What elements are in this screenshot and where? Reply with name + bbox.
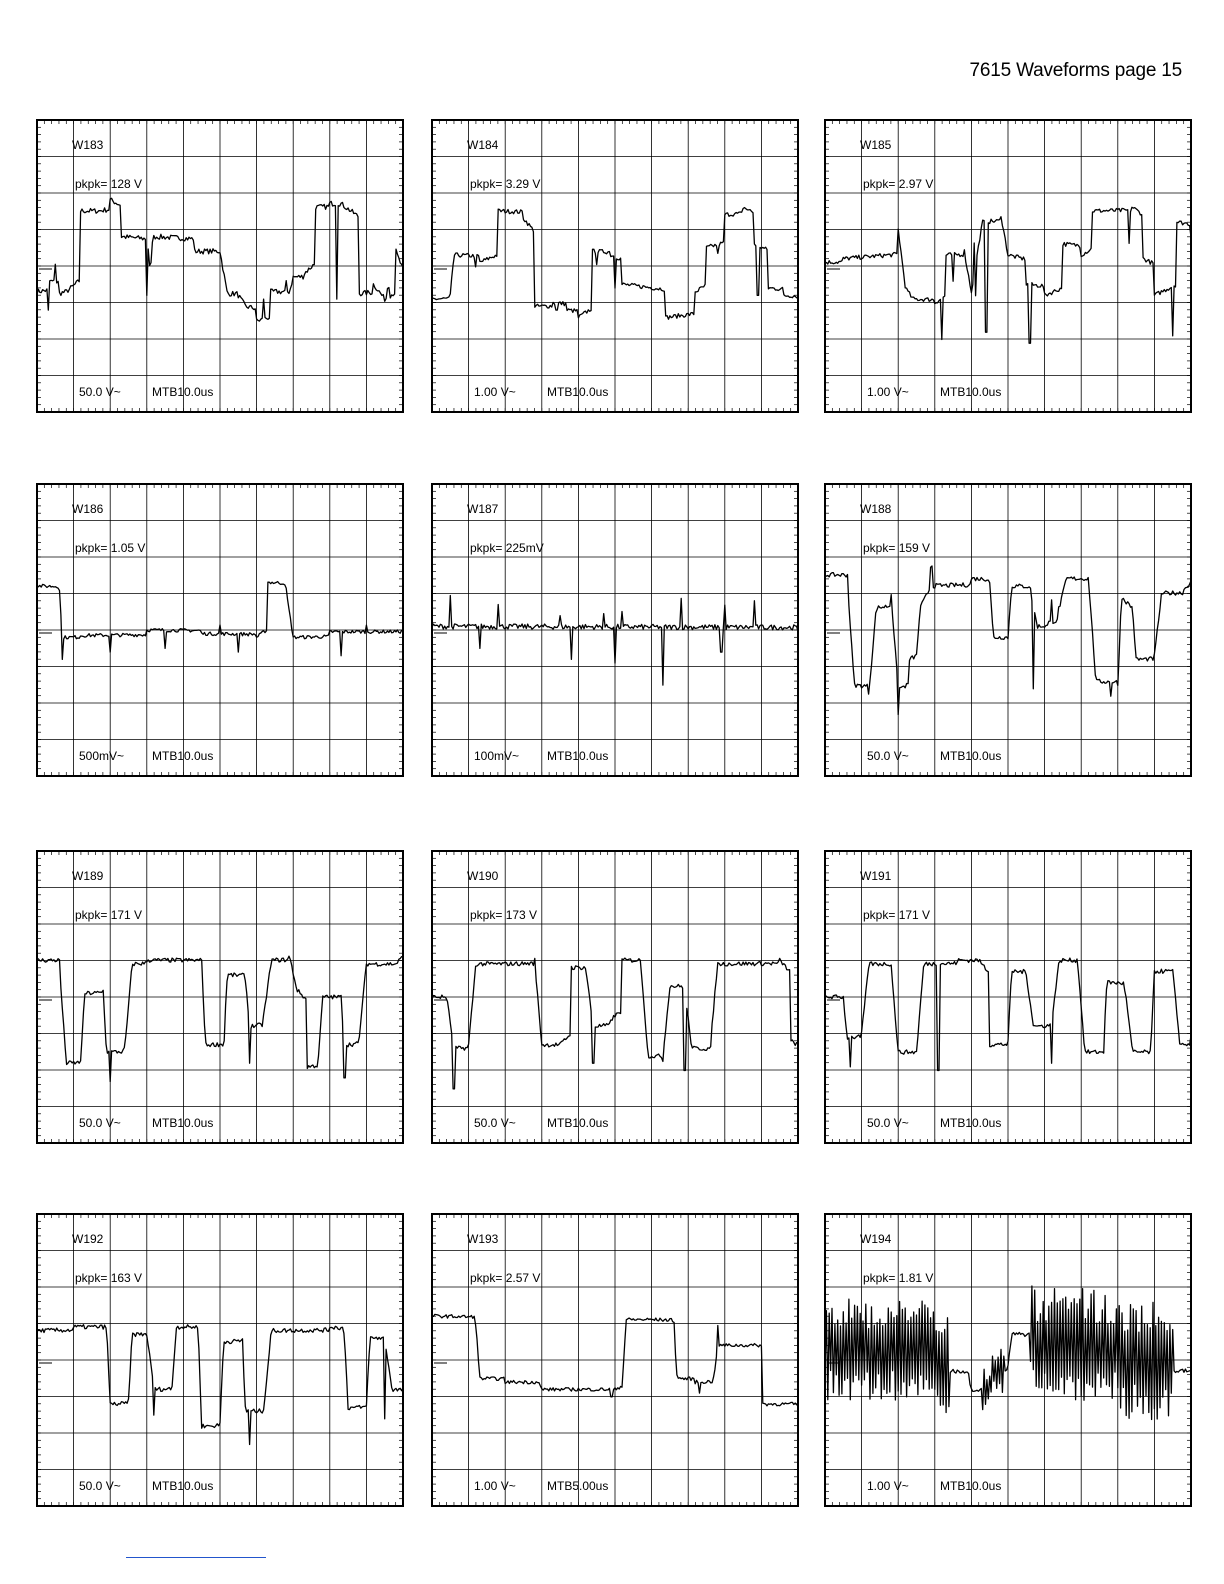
pkpk-readout: pkpk= 128 V: [75, 177, 143, 191]
timebase-readout: MTB10.0us: [940, 749, 1002, 763]
pkpk-readout: pkpk= 171 V: [863, 908, 931, 922]
pkpk-readout: pkpk= 171 V: [75, 908, 143, 922]
footer-rule: [126, 1557, 266, 1558]
volts-per-div-readout: 1.00 V~: [867, 385, 909, 399]
volts-per-div-readout: 100mV~: [474, 749, 520, 763]
waveform-id-label: W184: [467, 138, 499, 152]
volts-per-div-readout: 1.00 V~: [867, 1479, 909, 1493]
waveform-id-label: W186: [72, 502, 104, 516]
page-header: 7615 Waveforms page 15: [969, 60, 1183, 81]
timebase-readout: MTB10.0us: [547, 1116, 609, 1130]
scope-panel: W186 pkpk= 1.05 V 500mV~ MTB10.0us: [36, 483, 404, 777]
scope-panel: W183 pkpk= 128 V 50.0 V~ MTB10.0us: [36, 119, 404, 413]
pkpk-readout: pkpk= 1.05 V: [75, 541, 146, 555]
pkpk-readout: pkpk= 2.57 V: [470, 1271, 541, 1285]
waveform-trace: [36, 197, 404, 322]
waveform-trace: [824, 1285, 1192, 1421]
scope-graticule: [36, 483, 404, 777]
pkpk-readout: pkpk= 163 V: [75, 1271, 143, 1285]
volts-per-div-readout: 50.0 V~: [79, 1479, 121, 1493]
waveform-id-label: W187: [467, 502, 499, 516]
waveform-trace: [431, 594, 799, 686]
scope-panel: W191 pkpk= 171 V 50.0 V~ MTB10.0us: [824, 850, 1192, 1144]
pkpk-readout: pkpk= 225mV: [470, 541, 544, 555]
waveform-trace: [824, 206, 1192, 344]
timebase-readout: MTB10.0us: [547, 749, 609, 763]
timebase-readout: MTB10.0us: [152, 385, 214, 399]
scope-graticule: [36, 850, 404, 1144]
waveform-trace: [824, 565, 1192, 716]
waveform-id-label: W191: [860, 869, 892, 883]
scope-graticule: [431, 1213, 799, 1507]
timebase-readout: MTB10.0us: [940, 1479, 1002, 1493]
volts-per-div-readout: 50.0 V~: [79, 385, 121, 399]
volts-per-div-readout: 50.0 V~: [79, 1116, 121, 1130]
pkpk-readout: pkpk= 159 V: [863, 541, 931, 555]
pkpk-readout: pkpk= 2.97 V: [863, 177, 934, 191]
scope-panel: W193 pkpk= 2.57 V 1.00 V~ MTB5.00us: [431, 1213, 799, 1507]
scope-graticule: [824, 850, 1192, 1144]
volts-per-div-readout: 50.0 V~: [474, 1116, 516, 1130]
scope-panel: W185 pkpk= 2.97 V 1.00 V~ MTB10.0us: [824, 119, 1192, 413]
volts-per-div-readout: 1.00 V~: [474, 385, 516, 399]
timebase-readout: MTB10.0us: [152, 1116, 214, 1130]
pkpk-readout: pkpk= 3.29 V: [470, 177, 541, 191]
volts-per-div-readout: 50.0 V~: [867, 1116, 909, 1130]
waveform-id-label: W194: [860, 1232, 892, 1246]
waveform-trace: [824, 957, 1192, 1072]
waveform-id-label: W190: [467, 869, 499, 883]
volts-per-div-readout: 50.0 V~: [867, 749, 909, 763]
scope-panel: W189 pkpk= 171 V 50.0 V~ MTB10.0us: [36, 850, 404, 1144]
timebase-readout: MTB10.0us: [940, 385, 1002, 399]
pkpk-readout: pkpk= 1.81 V: [863, 1271, 934, 1285]
scope-graticule: [431, 850, 799, 1144]
timebase-readout: MTB5.00us: [547, 1479, 609, 1493]
waveform-trace: [36, 1324, 404, 1446]
waveform-trace: [431, 206, 799, 320]
scope-graticule: [824, 483, 1192, 777]
scope-panel: W188 pkpk= 159 V 50.0 V~ MTB10.0us: [824, 483, 1192, 777]
timebase-readout: MTB10.0us: [940, 1116, 1002, 1130]
scope-panel: W184 pkpk= 3.29 V 1.00 V~ MTB10.0us: [431, 119, 799, 413]
scope-graticule: [824, 1213, 1192, 1507]
waveform-trace: [431, 957, 799, 1090]
waveform-trace: [36, 580, 404, 661]
timebase-readout: MTB10.0us: [152, 1479, 214, 1493]
scope-graticule: [431, 119, 799, 413]
scope-panel: W192 pkpk= 163 V 50.0 V~ MTB10.0us: [36, 1213, 404, 1507]
waveform-id-label: W188: [860, 502, 892, 516]
scope-panel: W194 pkpk= 1.81 V 1.00 V~ MTB10.0us: [824, 1213, 1192, 1507]
waveform-trace: [431, 1313, 799, 1407]
volts-per-div-readout: 1.00 V~: [474, 1479, 516, 1493]
scope-graticule: [36, 1213, 404, 1507]
pkpk-readout: pkpk= 173 V: [470, 908, 538, 922]
waveform-id-label: W192: [72, 1232, 104, 1246]
scope-graticule: [431, 483, 799, 777]
timebase-readout: MTB10.0us: [152, 749, 214, 763]
waveform-trace: [37, 955, 404, 1083]
scope-panel: W190 pkpk= 173 V 50.0 V~ MTB10.0us: [431, 850, 799, 1144]
scope-graticule: [36, 119, 404, 413]
waveform-id-label: W183: [72, 138, 104, 152]
waveform-id-label: W193: [467, 1232, 499, 1246]
waveform-id-label: W185: [860, 138, 892, 152]
scope-graticule: [824, 119, 1192, 413]
volts-per-div-readout: 500mV~: [79, 749, 125, 763]
waveform-id-label: W189: [72, 869, 104, 883]
scope-panel: W187 pkpk= 225mV 100mV~ MTB10.0us: [431, 483, 799, 777]
timebase-readout: MTB10.0us: [547, 385, 609, 399]
